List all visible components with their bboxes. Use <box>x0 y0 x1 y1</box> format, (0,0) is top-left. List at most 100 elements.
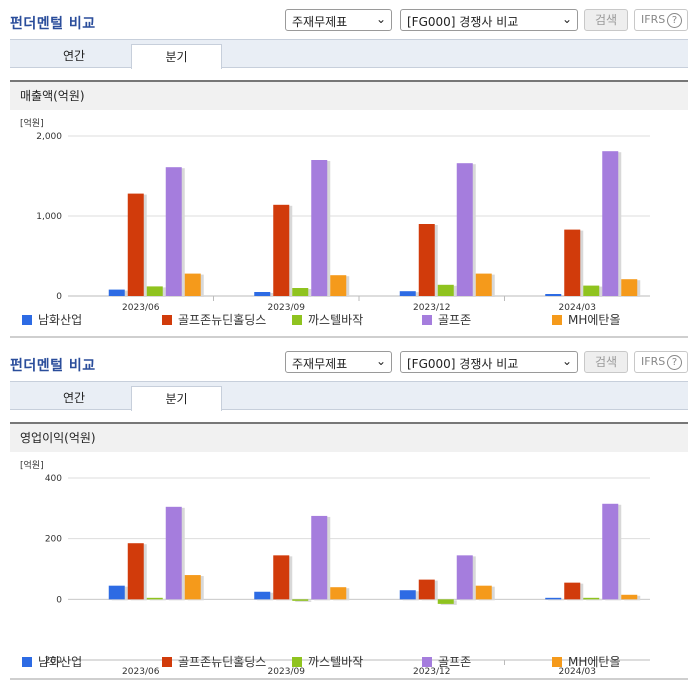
y-tick-label: -200 <box>42 656 63 666</box>
bar <box>583 597 600 600</box>
legend-label: 까스텔바작 <box>308 313 364 327</box>
bar-shadow <box>586 598 603 601</box>
bar <box>165 506 182 600</box>
y-tick-label: 1,000 <box>36 212 62 222</box>
y-tick-label: 0 <box>56 595 62 605</box>
y-tick-label: 2,000 <box>36 132 62 142</box>
tab-quarterly[interactable]: 분기 <box>131 386 222 411</box>
legend-item[interactable]: 골프존뉴딘홀딩스 <box>162 313 266 327</box>
legend-swatch <box>162 657 172 667</box>
bar <box>330 275 347 296</box>
panel-title: 영업이익(억원) <box>10 422 688 452</box>
legend-swatch <box>292 315 302 325</box>
peer-group-select[interactable]: [FG000] 경쟁사 비교 ⌄ <box>400 351 578 373</box>
legend-label: 골프존뉴딘홀딩스 <box>178 313 267 327</box>
x-tick-label: 2023/06 <box>122 303 160 313</box>
chart-legend: 남화산업 골프존뉴딘홀딩스 까스텔바작 골프존 MH에탄올 <box>22 655 682 669</box>
legend-swatch <box>292 657 302 667</box>
legend-swatch <box>552 315 562 325</box>
section-title: 펀더멘털 비교 <box>10 358 96 374</box>
legend-item[interactable]: MH에탄올 <box>552 313 621 327</box>
help-circle-icon: ? <box>667 13 682 28</box>
legend-label: 남화산업 <box>38 655 83 669</box>
peer-group-value: [FG000] 경쟁사 비교 <box>407 15 519 29</box>
bar <box>273 204 290 296</box>
legend-label: 골프존 <box>438 655 472 669</box>
x-tick-label: 2023/09 <box>268 303 306 313</box>
legend-item[interactable]: 남화산업 <box>22 655 82 669</box>
bar-shadow <box>295 600 312 602</box>
bar <box>292 599 309 601</box>
statement-type-value: 주재무제표 <box>292 357 348 371</box>
bar <box>602 503 619 600</box>
y-unit-label: [억원] <box>20 459 44 471</box>
bar <box>564 582 581 600</box>
x-tick-label: 2023/06 <box>122 667 160 677</box>
bar-shadow <box>149 598 166 601</box>
y-tick-label: 0 <box>56 292 62 302</box>
chevron-down-icon: ⌄ <box>561 12 572 26</box>
bar <box>545 294 562 296</box>
legend-swatch <box>552 657 562 667</box>
fundamental-compare-section-operating-profit: 펀더멘털 비교 주재무제표 ⌄ [FG000] 경쟁사 비교 ⌄ 검색 IFRS… <box>0 342 696 684</box>
legend-swatch <box>422 657 432 667</box>
y-unit-label: [억원] <box>20 117 44 129</box>
bar <box>475 585 492 600</box>
bar <box>437 284 454 296</box>
period-tabs: 연간 분기 <box>10 381 688 411</box>
legend-item[interactable]: 까스텔바작 <box>292 655 363 669</box>
tab-annual[interactable]: 연간 <box>62 391 86 405</box>
bar <box>146 286 163 296</box>
bar <box>583 285 600 296</box>
legend-swatch <box>22 315 32 325</box>
period-tabs: 연간 분기 <box>10 39 688 69</box>
revenue-bar-chart: [억원] 2,000 1,000 0 2023/06 2023/09 2023/12 2024… <box>20 117 650 313</box>
bar <box>475 273 492 296</box>
legend-label: MH에탄올 <box>568 313 621 327</box>
bar <box>165 167 182 296</box>
bar <box>254 292 271 296</box>
bar <box>564 229 581 296</box>
legend-label: 남화산업 <box>38 313 83 327</box>
search-button[interactable]: 검색 <box>584 351 628 373</box>
ifrs-help-button[interactable]: IFRS ? <box>634 9 688 31</box>
legend-swatch <box>22 657 32 667</box>
search-button[interactable]: 검색 <box>584 9 628 31</box>
x-tick-label: 2023/09 <box>268 667 306 677</box>
bar <box>602 151 619 296</box>
bar <box>108 289 125 296</box>
bar <box>146 597 163 600</box>
legend-item[interactable]: 골프존 <box>422 313 471 327</box>
bar <box>456 555 473 600</box>
bar <box>545 597 562 600</box>
legend-swatch <box>162 315 172 325</box>
bar <box>311 515 328 600</box>
statement-type-select[interactable]: 주재무제표 ⌄ <box>285 9 392 31</box>
divider <box>10 678 688 680</box>
legend-label: 골프존뉴딘홀딩스 <box>178 655 267 669</box>
bar <box>399 590 416 600</box>
x-tick-label: 2024/03 <box>559 667 596 677</box>
ifrs-help-button[interactable]: IFRS ? <box>634 351 688 373</box>
x-tick-label: 2024/03 <box>559 303 596 313</box>
bar <box>418 579 435 600</box>
bar <box>127 193 144 296</box>
peer-group-select[interactable]: [FG000] 경쟁사 비교 ⌄ <box>400 9 578 31</box>
chart-legend: 남화산업 골프존뉴딘홀딩스 까스텔바작 골프존 MH에탄올 <box>22 313 682 327</box>
peer-group-value: [FG000] 경쟁사 비교 <box>407 357 519 371</box>
bar <box>437 599 454 604</box>
tab-annual[interactable]: 연간 <box>62 49 86 63</box>
chevron-down-icon: ⌄ <box>375 12 386 26</box>
legend-item[interactable]: 남화산업 <box>22 313 82 327</box>
help-circle-icon: ? <box>667 355 682 370</box>
fundamental-compare-section-revenue: 펀더멘털 비교 주재무제표 ⌄ [FG000] 경쟁사 비교 ⌄ 검색 IFRS… <box>10 9 688 338</box>
statement-type-select[interactable]: 주재무제표 ⌄ <box>285 351 392 373</box>
legend-item[interactable]: 까스텔바작 <box>292 313 363 327</box>
legend-swatch <box>422 315 432 325</box>
tab-quarterly[interactable]: 분기 <box>131 44 222 69</box>
legend-item[interactable]: MH에탄올 <box>552 655 621 669</box>
legend-item[interactable]: 골프존뉴딘홀딩스 <box>162 655 266 669</box>
x-tick-label: 2023/12 <box>413 667 450 677</box>
legend-item[interactable]: 골프존 <box>422 655 471 669</box>
y-tick-label: 200 <box>45 535 62 545</box>
